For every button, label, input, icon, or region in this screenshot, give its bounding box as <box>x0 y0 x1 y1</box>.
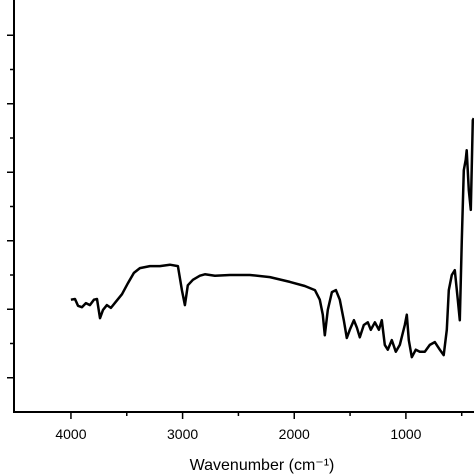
x-axis-label: Wavenumber (cm⁻¹) <box>190 457 335 474</box>
spectrum-line <box>70 117 474 359</box>
x-tick-label: 2000 <box>279 426 310 442</box>
x-tick-label: 3000 <box>167 426 198 442</box>
x-tick-label: 4000 <box>55 426 86 442</box>
x-tick-label: 1000 <box>390 426 421 442</box>
